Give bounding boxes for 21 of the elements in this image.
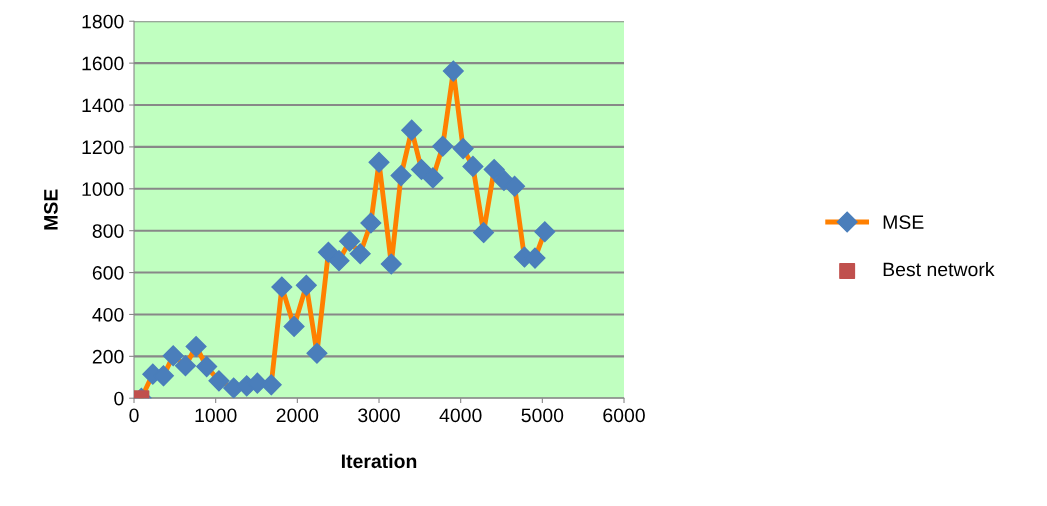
- x-tick-label: 6000: [603, 408, 645, 423]
- y-axis-title: MSE: [43, 189, 58, 230]
- y-tick-label: 1800: [82, 14, 124, 29]
- legend-label: Best network: [883, 262, 995, 277]
- x-tick-label: 2000: [276, 408, 319, 423]
- y-tick-label: 400: [92, 307, 124, 322]
- y-tick-label: 0: [114, 391, 124, 406]
- y-tick-label: 1200: [82, 140, 124, 155]
- y-tick-label: 1000: [82, 182, 124, 197]
- y-tick-label: 1600: [82, 56, 124, 71]
- x-tick-label: 1000: [195, 408, 237, 423]
- x-tick-label: 4000: [439, 408, 482, 423]
- y-tick-label: 200: [92, 349, 124, 364]
- legend-label: MSE: [883, 215, 924, 230]
- x-tick-label: 0: [129, 408, 139, 423]
- y-tick-label: 800: [92, 224, 124, 238]
- y-tick-label: 1400: [82, 98, 124, 113]
- y-tick-label: 600: [92, 266, 124, 280]
- x-tick-label: 5000: [521, 408, 564, 423]
- x-axis-title: Iteration: [341, 453, 417, 469]
- x-tick-label: 3000: [358, 408, 400, 423]
